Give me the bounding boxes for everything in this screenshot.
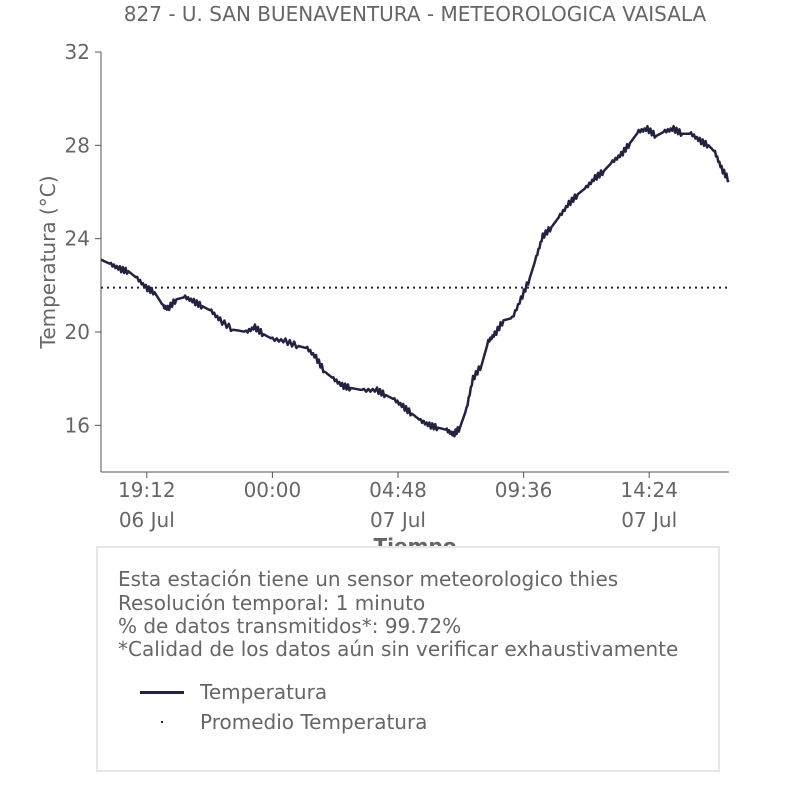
x-axis-label: Tiempo bbox=[374, 534, 457, 546]
x-ticks: 19:12 06 Jul 00:00 04:48 07 Jul 09:36 14:24 07 … bbox=[118, 472, 678, 532]
x-tick-date-label: 06 Jul bbox=[119, 508, 175, 532]
info-line-sensor: Esta estación tiene un sensor meteorolog… bbox=[118, 567, 619, 591]
legend-dot-swatch bbox=[161, 721, 163, 723]
y-ticks: 16 20 24 28 32 bbox=[65, 40, 101, 437]
y-axis-label: Temperatura (°C) bbox=[36, 175, 60, 349]
info-line-transmitted: % de datos transmitidos*: 99.72% bbox=[118, 614, 462, 638]
chart-title: 827 - U. SAN BUENAVENTURA - METEOROLOGIC… bbox=[124, 2, 707, 26]
x-tick-time-label: 04:48 bbox=[369, 478, 427, 502]
x-tick-time-label: 09:36 bbox=[495, 478, 553, 502]
y-tick-label: 16 bbox=[65, 413, 90, 437]
x-tick-time-label: 19:12 bbox=[118, 478, 176, 502]
info-line-quality-note: *Calidad de los datos aún sin verificar … bbox=[118, 637, 679, 661]
info-box: Esta estación tiene un sensor meteorolog… bbox=[96, 546, 720, 772]
legend-line-swatch bbox=[140, 691, 184, 694]
x-tick-time-label: 00:00 bbox=[244, 478, 302, 502]
y-tick-label: 32 bbox=[65, 40, 90, 64]
temperature-chart: 827 - U. SAN BUENAVENTURA - METEOROLOGIC… bbox=[36, 2, 730, 546]
x-tick-time-label: 14:24 bbox=[620, 478, 678, 502]
legend-label: Temperatura bbox=[200, 680, 328, 704]
y-tick-label: 20 bbox=[65, 320, 90, 344]
y-tick-label: 28 bbox=[65, 133, 90, 157]
legend-label: Promedio Temperatura bbox=[200, 710, 428, 734]
info-line-resolution: Resolución temporal: 1 minuto bbox=[118, 591, 426, 615]
x-tick-date-label: 07 Jul bbox=[621, 508, 677, 532]
x-tick-date-label: 07 Jul bbox=[370, 508, 426, 532]
y-tick-label: 24 bbox=[65, 227, 90, 251]
temperature-series-line bbox=[100, 124, 730, 438]
